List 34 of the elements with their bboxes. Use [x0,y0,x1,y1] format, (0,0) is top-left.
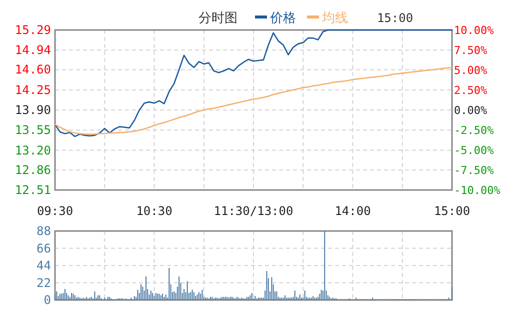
y2-tick-label: -5.00% [454,144,494,157]
x-tick-label: 09:30 [36,204,74,218]
y-tick-label: 44 [36,258,51,272]
x-tick-label: 10:30 [136,204,172,218]
chart-title: 分时图 [198,11,238,26]
y2-tick-label: 2.50% [454,84,488,97]
y-tick-label: 14.25 [14,82,51,97]
x-tick-label: 14:00 [334,204,371,218]
legend-label: 价格 [269,11,296,26]
y-tick-label: 12.51 [14,183,51,197]
y-tick-label: 13.90 [14,103,51,117]
y-tick-label: 13.20 [14,143,51,158]
y-tick-label: 88 [36,224,51,238]
y2-tick-label: -2.50% [454,124,494,137]
y-tick-label: 13.55 [14,123,51,138]
text: 15:00 [376,11,414,25]
line-series [54,29,453,138]
y-tick-label: 12.86 [14,162,51,177]
y2-tick-label: 7.50% [454,44,488,57]
y2-tick-label: 5.00% [454,64,488,77]
y-tick-label: 14.60 [14,62,51,77]
y2-tick-label: -7.50% [454,164,494,177]
x-tick-label: 15:00 [434,204,470,218]
y-tick-label: 0 [44,293,51,307]
y-tick-label: 15.29 [14,23,51,37]
y-tick-label: 22 [36,276,51,290]
y-tick-label: 14.94 [14,43,51,58]
y2-tick-label: 10.00% [454,24,494,37]
line-series [54,66,453,135]
y-tick-label: 66 [36,241,51,256]
legend-label: 均线 [321,11,348,26]
y2-tick-label: -10.00% [454,184,501,197]
x-tick-label: 11:30/13:00 [214,204,294,218]
y2-tick-label: 0.00% [454,104,488,117]
